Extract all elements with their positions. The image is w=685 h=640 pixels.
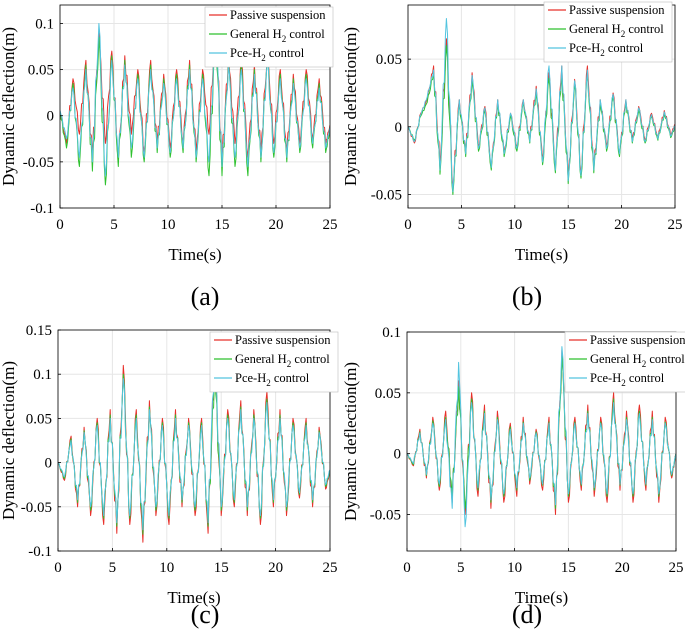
y-tick-label: 0.05: [376, 52, 402, 68]
series-line: [408, 45, 675, 195]
panel-a: 0 5 10 15 20 25 -0.1 -0.05 0 0.05 0.1 Time(s) Dynami…: [0, 4, 338, 311]
axes-frame: [406, 331, 677, 552]
panel-d: 0 5 10 15 20 25 -0.05 0 0.05 0.1 Time(s) Dynamic de…: [341, 325, 685, 629]
x-tick-label: 20: [269, 217, 284, 233]
y-tick-label: 0.1: [35, 16, 54, 32]
series-line: [60, 27, 330, 186]
series-line: [58, 366, 330, 535]
legend-box: [209, 331, 339, 393]
x-tick-label: 15: [214, 560, 229, 576]
axes-frame: [407, 4, 676, 209]
x-tick-label: 0: [403, 560, 411, 576]
x-tick-label: 15: [561, 217, 576, 233]
axes-frame: [59, 4, 331, 209]
y-tick-label: 0: [395, 120, 403, 136]
x-tick-label: 25: [669, 560, 684, 576]
y-axis-label: Dynamic deflection(m): [341, 27, 360, 186]
x-tick-label: 10: [159, 560, 174, 576]
series-line: [58, 356, 330, 543]
x-tick-label: 5: [110, 217, 118, 233]
x-tick-label: 25: [668, 217, 683, 233]
legend-entry: General H2 control: [590, 352, 685, 369]
x-tick-label: 20: [614, 217, 629, 233]
y-tick-label: 0.05: [26, 411, 52, 427]
y-tick-label: -0.05: [371, 187, 402, 203]
x-axis-label: Time(s): [167, 588, 220, 607]
x-tick-label: 10: [507, 560, 522, 576]
legend: Passive suspension General H2 control Pce-…: [543, 1, 673, 63]
x-axis-label: Time(s): [515, 245, 568, 264]
y-tick-label: 0: [47, 109, 55, 125]
legend-entry: Passive suspension: [235, 333, 331, 347]
panel-label: (d): [512, 600, 542, 629]
y-tick-label: 0: [45, 456, 53, 472]
y-tick-label: -0.05: [21, 500, 52, 516]
legend-box: [204, 6, 334, 68]
legend-box: [564, 331, 685, 393]
legend: Passive suspension General H2 control Pce-…: [209, 331, 339, 393]
x-tick-label: 25: [323, 217, 338, 233]
x-tick-label: 15: [215, 217, 230, 233]
legend-entry: Passive suspension: [230, 8, 326, 22]
legend-entry: General H2 control: [569, 22, 664, 39]
y-tick-label: -0.1: [30, 201, 54, 217]
series-line: [408, 18, 675, 193]
axes-frame: [57, 329, 331, 552]
x-tick-label: 0: [404, 217, 412, 233]
y-axis-label: Dynamic deflection(m): [0, 27, 18, 186]
panel-label: (a): [191, 282, 220, 311]
legend-entry: Pce-H2 control: [590, 371, 665, 388]
y-tick-label: 0: [394, 447, 402, 463]
x-tick-label: 10: [507, 217, 522, 233]
y-tick-label: 0.15: [26, 323, 52, 339]
x-tick-label: 5: [457, 560, 465, 576]
y-tick-label: 0.05: [375, 386, 401, 402]
panel-label: (c): [191, 600, 220, 629]
legend-entry: Passive suspension: [590, 333, 685, 347]
x-tick-label: 10: [161, 217, 176, 233]
x-tick-label: 5: [109, 560, 117, 576]
y-tick-label: 0.1: [382, 325, 401, 341]
x-tick-label: 15: [561, 560, 576, 576]
series-line: [60, 23, 330, 177]
legend-entry: Pce-H2 control: [235, 371, 310, 388]
y-tick-label: 0.1: [33, 367, 52, 383]
x-axis-label: Time(s): [168, 245, 221, 264]
series-line: [58, 347, 330, 531]
legend-entry: Pce-H2 control: [569, 41, 644, 58]
y-tick-label: -0.05: [370, 508, 401, 524]
series-line: [407, 346, 676, 528]
panel-c: 0 5 10 15 20 25 -0.1 -0.05 0 0.05 0.1 0.15 Time(s) Dy…: [0, 323, 339, 629]
y-tick-label: -0.05: [23, 155, 54, 171]
legend-entry: General H2 control: [235, 352, 330, 369]
x-tick-label: 0: [56, 217, 64, 233]
y-axis-label: Dynamic deflection(m): [341, 362, 360, 521]
legend: Passive suspension General H2 control Pce-…: [564, 331, 685, 393]
legend-entry: Passive suspension: [569, 3, 665, 17]
legend-box: [543, 1, 673, 63]
x-axis-label: Time(s): [515, 588, 568, 607]
legend: Passive suspension General H2 control Pce-…: [204, 6, 334, 68]
legend-entry: General H2 control: [230, 27, 325, 44]
y-tick-label: 0.05: [28, 63, 54, 79]
panel-label: (b): [512, 282, 542, 311]
y-tick-label: -0.1: [28, 544, 52, 560]
x-tick-label: 0: [54, 560, 62, 576]
x-tick-label: 20: [615, 560, 630, 576]
x-tick-label: 20: [268, 560, 283, 576]
x-tick-label: 25: [323, 560, 338, 576]
legend-entry: Pce-H2 control: [230, 46, 305, 63]
x-tick-label: 5: [458, 217, 466, 233]
y-axis-label: Dynamic deflection(m): [0, 361, 18, 520]
